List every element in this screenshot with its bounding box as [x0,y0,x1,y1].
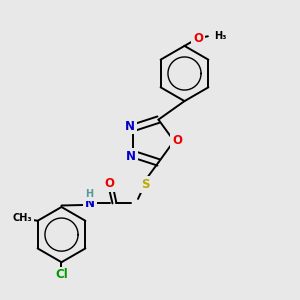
Text: S: S [141,178,150,191]
Text: H₃: H₃ [214,31,227,41]
Text: N: N [85,197,95,210]
Text: Cl: Cl [55,268,68,281]
Text: N: N [126,150,136,163]
Text: CH₃: CH₃ [13,213,32,223]
Text: H: H [85,189,94,200]
Text: O: O [193,32,203,45]
Text: O: O [104,177,115,190]
Text: O: O [172,134,182,148]
Text: N: N [125,120,135,133]
